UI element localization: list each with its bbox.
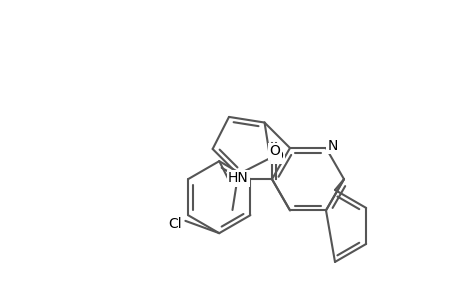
Text: O: O (269, 144, 280, 158)
Text: HN: HN (228, 171, 248, 185)
Text: N: N (327, 139, 337, 153)
Text: Cl: Cl (168, 217, 182, 231)
Text: O: O (272, 149, 283, 163)
